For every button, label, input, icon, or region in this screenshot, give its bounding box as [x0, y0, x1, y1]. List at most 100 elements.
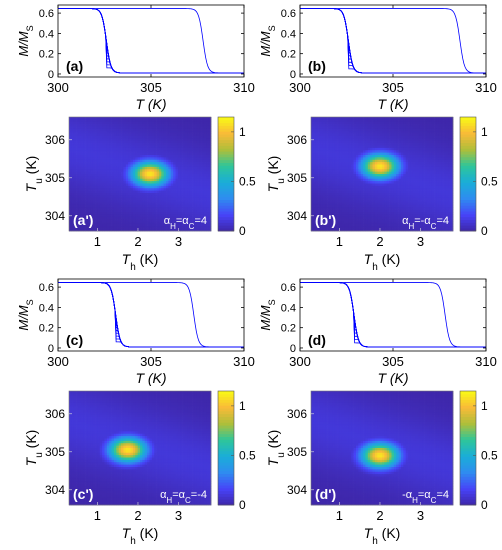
heatmap-cell	[121, 157, 124, 161]
heatmap-cell	[187, 136, 191, 139]
heatmap-cell	[123, 152, 127, 156]
heatmap-cell	[154, 174, 157, 177]
heatmap-cell	[337, 178, 340, 182]
heatmap-cell	[154, 197, 157, 201]
heatmap-cell	[69, 164, 72, 168]
heatmap-cell	[151, 164, 155, 168]
heatmap-cell	[76, 209, 79, 213]
heatmap-cell	[135, 178, 138, 182]
heatmap-cell	[370, 140, 373, 144]
heatmap-cell	[71, 176, 75, 180]
heatmap-cell	[149, 138, 153, 142]
heatmap-cell	[170, 226, 174, 229]
heatmap-cell	[363, 136, 366, 139]
heatmap-cell	[403, 138, 407, 142]
heatmap-cell	[182, 159, 186, 163]
heatmap-cell	[417, 150, 421, 153]
heatmap-cell	[97, 178, 101, 182]
heatmap-cell	[322, 128, 326, 132]
heatmap-cell	[135, 169, 138, 172]
heatmap-cell	[156, 209, 160, 213]
heatmap-cell	[313, 164, 317, 168]
colorbar-segment	[218, 225, 234, 229]
heatmap-cell	[372, 178, 376, 182]
heatmap-cell	[121, 216, 124, 220]
heatmap-cell	[341, 162, 345, 165]
heatmap-cell	[151, 136, 155, 139]
heatmap-cell	[161, 181, 165, 184]
heatmap-cell	[415, 121, 418, 125]
heatmap-cell	[419, 169, 423, 172]
heatmap-cell	[168, 171, 172, 175]
heatmap-cell	[322, 176, 326, 180]
heatmap-cell	[177, 166, 181, 170]
heatmap-cell	[450, 169, 454, 172]
heatmap-cell	[168, 136, 172, 139]
heatmap-cell	[196, 181, 200, 184]
heatmap-cell	[348, 117, 352, 120]
heatmap-cell	[168, 133, 172, 137]
heatmap-cell	[325, 150, 328, 153]
heatmap-cell	[116, 216, 120, 220]
heatmap-cell	[355, 124, 359, 127]
heatmap-cell	[97, 209, 101, 213]
heatmap-cell	[355, 152, 359, 156]
heatmap-cell	[353, 166, 357, 170]
heatmap-cell	[313, 143, 317, 146]
heatmap-cell	[334, 169, 338, 172]
heatmap-cell	[389, 136, 392, 139]
heatmap-cell	[334, 159, 338, 163]
heatmap-cell	[106, 197, 110, 201]
x-tick-label: 310	[475, 80, 497, 95]
heatmap-cell	[325, 185, 328, 189]
heatmap-cell	[337, 124, 340, 127]
heatmap-cell	[161, 136, 165, 139]
heatmap-cell	[184, 202, 188, 206]
heatmap-cell	[182, 145, 186, 149]
heatmap-cell	[118, 166, 122, 170]
heatmap-cell	[374, 157, 378, 161]
heatmap-cell	[147, 126, 150, 130]
heatmap-cell	[113, 219, 117, 222]
heatmap-cell	[408, 140, 411, 144]
heatmap-cell	[367, 181, 371, 184]
heatmap-cell	[151, 145, 155, 149]
heatmap-cell	[365, 162, 369, 165]
heatmap-cell	[163, 164, 167, 168]
heatmap-cell	[438, 188, 442, 191]
heatmap-cell	[311, 169, 314, 172]
heatmap-cell	[208, 221, 212, 225]
heatmap-cell	[125, 221, 129, 225]
heatmap-cell	[318, 162, 321, 165]
heatmap-cell	[118, 171, 122, 175]
heatmap-cell	[187, 126, 191, 130]
heatmap-cell	[113, 152, 117, 156]
heatmap-cell	[158, 188, 162, 191]
heatmap-cell	[182, 185, 186, 189]
colorbar-segment	[218, 117, 234, 121]
heatmap-cell	[90, 228, 94, 232]
heatmap-cell	[130, 152, 134, 156]
heatmap-cell	[132, 174, 136, 177]
heatmap-cell	[111, 204, 115, 208]
heatmap-cell	[393, 138, 397, 142]
heatmap-cell	[429, 181, 433, 184]
heatmap-cell	[384, 157, 388, 161]
colorbar-segment	[218, 191, 234, 195]
heatmap-cell	[140, 183, 143, 187]
heatmap-cell	[137, 164, 141, 168]
heatmap-cell	[149, 216, 153, 220]
heatmap-cell	[426, 138, 430, 142]
heatmap-cell	[194, 126, 198, 130]
heatmap-cell	[400, 183, 404, 187]
heatmap-cell	[377, 136, 380, 139]
heatmap-cell	[187, 228, 191, 232]
heatmap-cell	[123, 178, 127, 182]
heatmap-cell	[135, 126, 138, 130]
heatmap-cell	[196, 214, 200, 218]
heatmap-cell	[173, 226, 176, 229]
heatmap-cell	[203, 202, 207, 206]
heatmap-cell	[102, 193, 105, 196]
heatmap-cell	[360, 140, 364, 144]
heatmap-cell	[87, 138, 91, 142]
